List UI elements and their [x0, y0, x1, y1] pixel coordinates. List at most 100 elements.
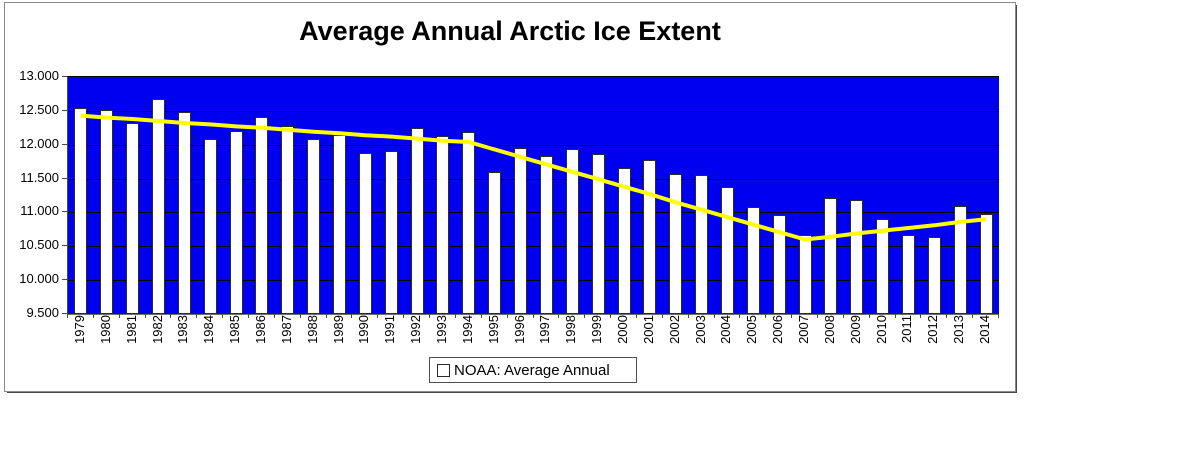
x-axis-label: 1999: [589, 315, 605, 344]
x-axis-label: 1982: [149, 315, 165, 344]
x-axis-label: 2011: [899, 315, 915, 343]
bar-1991: [384, 150, 398, 314]
x-axis-tick: [248, 314, 250, 318]
y-axis-label: 10.000: [19, 271, 59, 287]
bar-1995: [488, 172, 502, 314]
bar-1979: [74, 108, 88, 314]
x-axis-tick: [920, 314, 922, 318]
x-axis-tick: [118, 314, 120, 318]
x-axis-tick: [687, 314, 689, 318]
x-axis-tick: [532, 314, 534, 318]
bar-1992: [410, 128, 424, 314]
x-axis-tick: [67, 314, 68, 318]
bar-1994: [462, 131, 476, 314]
x-axis-tick: [273, 314, 275, 318]
legend-label: NOAA: Average Annual: [454, 361, 610, 379]
x-axis-label: 1991: [382, 315, 398, 344]
y-axis-label: 12.500: [19, 101, 59, 117]
x-axis-tick: [325, 314, 327, 318]
x-axis-label: 1985: [227, 315, 243, 344]
bar-1987: [281, 125, 295, 314]
x-axis-tick: [739, 314, 741, 318]
bar-2000: [617, 168, 631, 314]
x-axis-label: 1986: [252, 315, 268, 344]
x-axis-label: 1983: [175, 315, 191, 344]
x-axis-tick: [584, 314, 586, 318]
y-axis-label: 11.000: [20, 203, 59, 219]
bar-2009: [850, 200, 864, 314]
x-axis-label: 2007: [796, 315, 812, 344]
y-axis-tick: [62, 279, 67, 281]
x-axis-label: 1992: [408, 315, 424, 344]
bar-2014: [979, 214, 993, 314]
x-axis-label: 1998: [563, 315, 579, 344]
x-axis-tick: [144, 314, 146, 318]
x-axis-tick: [998, 314, 999, 318]
bar-2010: [876, 218, 890, 314]
gridline: [68, 280, 999, 282]
x-axis-label: 2014: [977, 315, 993, 344]
bar-2008: [824, 197, 838, 314]
x-axis-tick: [842, 314, 844, 318]
x-axis-label: 2000: [615, 315, 630, 344]
bar-1986: [255, 116, 269, 314]
x-axis-label: 2009: [847, 315, 863, 344]
x-axis-tick: [972, 314, 974, 318]
x-axis-label: 2004: [718, 315, 734, 344]
y-axis-tick: [62, 143, 67, 145]
y-axis-tick: [62, 211, 67, 213]
chart-title: Average Annual Arctic Ice Extent: [299, 16, 721, 46]
x-axis-label: 1984: [201, 315, 217, 344]
x-axis-label: 2012: [925, 315, 941, 344]
x-axis-label: 1990: [356, 315, 372, 344]
x-axis-label: 2010: [873, 315, 889, 344]
bar-1980: [100, 110, 114, 314]
bar-2012: [927, 236, 941, 314]
x-axis-tick: [403, 314, 405, 318]
x-axis-label: 1980: [97, 315, 113, 344]
bar-2013: [953, 205, 967, 314]
y-axis-tick: [62, 245, 67, 247]
bar-2006: [772, 215, 786, 314]
gridline: [68, 110, 999, 112]
bar-2003: [695, 175, 709, 314]
x-axis-label: 1995: [485, 315, 501, 344]
x-axis-label: 1979: [71, 315, 87, 344]
x-axis-tick: [196, 314, 198, 318]
bar-1981: [126, 123, 140, 314]
bar-2005: [746, 207, 760, 314]
x-axis-tick: [454, 314, 456, 318]
x-axis-label: 2001: [640, 315, 656, 344]
x-axis-tick: [946, 314, 948, 318]
bar-2011: [901, 235, 915, 314]
bar-1983: [177, 111, 191, 314]
x-axis-label: 1989: [330, 315, 346, 344]
y-axis-label: 10.500: [19, 237, 59, 253]
y-axis-tick: [62, 76, 67, 77]
bar-1996: [514, 148, 528, 314]
x-axis-label: 2008: [821, 315, 837, 344]
x-axis-label: 2013: [951, 315, 967, 344]
x-axis-tick: [377, 314, 379, 318]
bar-2004: [720, 187, 734, 314]
y-axis-label: 13.000: [19, 68, 59, 83]
x-axis-label: 2002: [666, 315, 682, 344]
x-axis-tick: [170, 314, 172, 318]
x-axis-label: 1987: [278, 315, 294, 344]
x-axis-tick: [661, 314, 663, 318]
x-axis-tick: [791, 314, 793, 318]
x-axis-label: 2005: [744, 315, 760, 344]
bar-1984: [203, 138, 217, 314]
x-axis-label: 2006: [770, 315, 786, 344]
bar-1985: [229, 131, 243, 314]
bar-1988: [307, 139, 321, 314]
x-axis-tick: [635, 314, 637, 318]
x-axis-tick: [92, 314, 94, 318]
x-axis-label: 1994: [459, 315, 475, 344]
x-axis-label: 1988: [304, 315, 320, 344]
white-square-icon: [437, 363, 450, 377]
x-axis-tick: [299, 314, 301, 318]
x-axis-tick: [351, 314, 353, 318]
x-axis-tick: [429, 314, 431, 318]
bar-2001: [643, 159, 657, 314]
